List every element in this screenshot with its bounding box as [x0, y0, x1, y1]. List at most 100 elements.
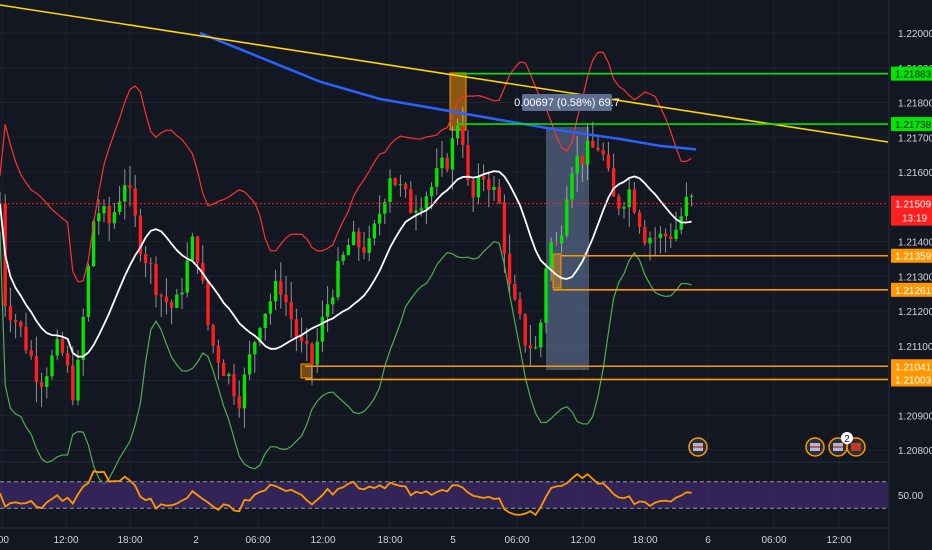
candle-up	[388, 178, 392, 202]
candle-down	[362, 247, 366, 253]
candle-up	[180, 292, 184, 295]
bollinger-upper-line	[0, 51, 692, 283]
candle-down	[580, 155, 585, 165]
candle-down	[445, 157, 449, 170]
candle-down	[502, 202, 507, 254]
candle-up	[367, 238, 371, 253]
candle-up	[190, 236, 195, 261]
time-tick-label: 12:00	[570, 535, 595, 546]
candle-up	[86, 266, 91, 318]
candle-up	[55, 338, 59, 356]
candle-down	[221, 362, 226, 376]
economic-event-flag-icon[interactable]	[828, 437, 848, 457]
candle-down	[201, 262, 205, 281]
candle-up	[175, 294, 179, 308]
candle-down	[154, 263, 158, 296]
candle-down	[513, 283, 517, 300]
economic-event-flag-icon[interactable]	[846, 437, 866, 457]
candle-down	[149, 263, 153, 265]
candle-up	[263, 313, 267, 329]
level-badge-label: 1.21041	[895, 362, 932, 373]
chart-overlays-front: 0.00697 (0.58%) 69.7	[0, 4, 889, 381]
candle-up	[492, 186, 496, 190]
level-badge-label: 1.21738	[895, 120, 932, 131]
candle-down	[211, 325, 215, 346]
current-price-badge-bg	[891, 195, 932, 226]
level-badge-bg	[891, 248, 932, 263]
candle-down	[24, 326, 28, 351]
candle-up	[325, 304, 330, 317]
candle-up	[674, 229, 678, 239]
time-tick-label: 2	[193, 535, 199, 546]
time-tick-label: 12:00	[826, 535, 851, 546]
candle-up	[533, 347, 538, 349]
time-tick-label: :00	[0, 535, 9, 546]
candle-down	[299, 336, 304, 342]
candle-down	[487, 179, 491, 190]
candle-up	[45, 376, 49, 387]
candle-down	[128, 185, 132, 189]
candle-down	[216, 345, 221, 363]
candle-up	[398, 184, 403, 186]
candle-down	[206, 280, 210, 326]
measure-label-bg	[522, 94, 612, 111]
candle-down	[289, 301, 293, 320]
time-tick-label: 18:00	[632, 535, 657, 546]
candle-up	[435, 168, 439, 187]
candle-down	[195, 236, 200, 263]
candle-up	[185, 260, 189, 293]
level-badge-bg	[891, 359, 932, 374]
candle-up	[273, 280, 278, 302]
candle-up	[539, 322, 543, 348]
price-tick-label: 1.21100	[898, 342, 932, 353]
highlight-box-mid	[552, 253, 562, 289]
measure-label-text: 0.00697 (0.58%) 69.7	[514, 97, 620, 109]
candle-up	[76, 359, 80, 401]
candle-down	[497, 186, 501, 203]
candle-down	[159, 295, 163, 297]
candle-down	[471, 180, 475, 198]
level-badge-label: 1.21359	[895, 252, 932, 263]
price-axis[interactable]: 1.220001.219001.218001.217001.216001.214…	[891, 29, 932, 457]
candle-up	[351, 231, 356, 245]
candle-up	[91, 221, 96, 267]
candle-up	[544, 268, 548, 323]
candle-down	[357, 231, 361, 248]
candle-up	[549, 242, 553, 269]
candle-up	[689, 195, 694, 197]
candle-down	[523, 314, 527, 346]
chart-overlays-back	[300, 72, 589, 379]
candle-down	[617, 196, 621, 209]
candle-up	[419, 208, 423, 211]
candle-up	[414, 210, 418, 213]
candle-down	[393, 178, 397, 186]
candle-up	[559, 235, 564, 244]
bollinger-lower-line	[0, 231, 692, 486]
candle-down	[409, 189, 413, 213]
economic-event-flag-icon[interactable]	[805, 437, 825, 457]
level-badge-bg	[891, 66, 932, 81]
candle-up	[440, 157, 444, 169]
candle-up	[50, 355, 54, 377]
candle-up	[424, 196, 429, 209]
candle-up	[227, 374, 231, 376]
economic-event-flag-icon[interactable]	[688, 437, 708, 457]
price-tick-label: 1.21600	[898, 168, 932, 179]
level-badge-bg	[891, 282, 932, 297]
candle-up	[627, 189, 631, 208]
price-tick-label: 1.22000	[898, 29, 932, 40]
candle-down	[606, 154, 611, 169]
time-tick-label: 06:00	[245, 535, 270, 546]
time-tick-label: 6	[705, 535, 711, 546]
candle-up	[570, 173, 574, 200]
event-markers: 2	[688, 432, 866, 457]
candle-down	[611, 168, 616, 197]
measure-label: 0.00697 (0.58%) 69.7	[514, 94, 620, 111]
time-axis[interactable]: :00 12:00 18:00 2 06:00 12:00 18:00 5 06:00 12:00…	[0, 535, 852, 546]
price-tick-label: 1.21300	[898, 272, 932, 283]
level-badge-bg	[891, 117, 932, 132]
level-badge-label: 1.21883	[895, 70, 932, 81]
time-tick-label: 5	[450, 535, 456, 546]
candle-up	[372, 223, 377, 239]
